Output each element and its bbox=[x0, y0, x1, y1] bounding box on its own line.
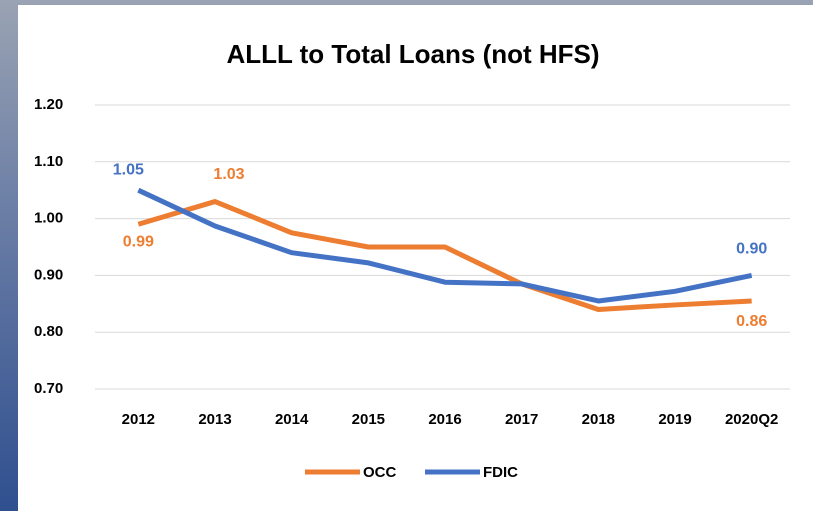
x-tick-label: 2014 bbox=[275, 411, 309, 428]
x-tick-label: 2016 bbox=[428, 411, 461, 428]
data-label: 0.90 bbox=[736, 241, 767, 258]
line bbox=[137, 187, 753, 304]
data-label: 0.86 bbox=[736, 313, 767, 330]
y-tick-label: 1.20 bbox=[34, 96, 63, 113]
data-label: 1.03 bbox=[213, 166, 244, 183]
y-tick-label: 0.90 bbox=[34, 266, 63, 283]
x-tick-label: 2018 bbox=[582, 411, 615, 428]
x-tick-label: 2017 bbox=[505, 411, 538, 428]
line bbox=[137, 199, 752, 312]
x-tick-label: 2019 bbox=[658, 411, 691, 428]
x-tick-label: 2020Q2 bbox=[725, 411, 778, 428]
x-tick-label: 2012 bbox=[122, 411, 155, 428]
legend-label: OCC bbox=[363, 464, 397, 481]
y-tick-label: 0.80 bbox=[34, 323, 63, 340]
y-tick-label: 0.70 bbox=[34, 380, 63, 397]
chart-title: ALLL to Total Loans (not HFS) bbox=[226, 39, 599, 69]
data-label: 1.05 bbox=[113, 161, 144, 178]
chart-area bbox=[18, 5, 813, 511]
y-tick-label: 1.00 bbox=[34, 210, 63, 227]
y-tick-label: 1.10 bbox=[34, 153, 63, 170]
x-tick-label: 2015 bbox=[352, 411, 385, 428]
data-label: 0.99 bbox=[123, 233, 154, 250]
x-tick-label: 2013 bbox=[198, 411, 231, 428]
legend-label: FDIC bbox=[483, 464, 518, 481]
